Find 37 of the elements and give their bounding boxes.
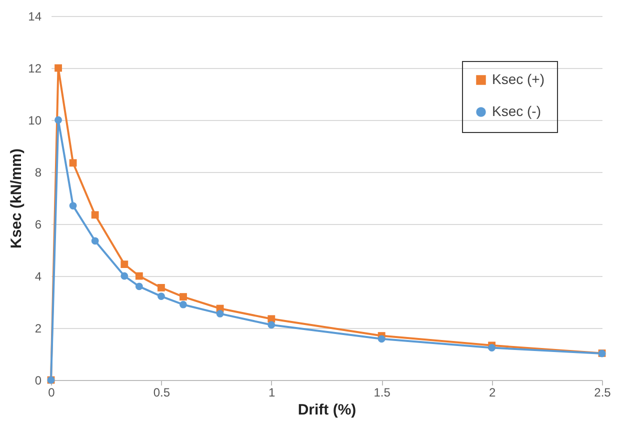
point <box>268 321 276 329</box>
point <box>54 116 62 124</box>
point <box>157 284 165 292</box>
point <box>54 64 62 72</box>
x-axis-title: Drift (%) <box>298 402 356 418</box>
point <box>135 272 143 280</box>
x-tick-label: 2 <box>488 386 496 400</box>
y-tick-label: 8 <box>34 166 42 180</box>
point <box>488 344 496 352</box>
point <box>135 282 143 290</box>
y-tick-label: 10 <box>28 114 42 128</box>
point <box>120 260 128 268</box>
point <box>91 211 99 219</box>
point <box>378 335 386 343</box>
point <box>216 310 224 318</box>
point <box>157 292 165 300</box>
point <box>180 300 187 308</box>
legend-label: Ksec (-) <box>492 103 541 119</box>
point <box>91 237 99 245</box>
y-tick-label: 14 <box>28 10 42 24</box>
legend-label: Ksec (+) <box>492 71 545 87</box>
x-tick-label: 1.5 <box>374 386 391 400</box>
x-tick-label: 2.5 <box>594 386 612 400</box>
x-tick-label: 0 <box>48 386 56 400</box>
y-tick-label: 6 <box>34 218 42 232</box>
point <box>120 272 128 280</box>
y-tick-label: 12 <box>28 62 42 76</box>
x-tick-label: 0.5 <box>153 386 170 400</box>
y-axis-title: Ksec (kN/mm) <box>8 148 26 249</box>
x-tick-label: 1 <box>268 386 276 400</box>
point <box>268 315 276 323</box>
point <box>180 293 187 301</box>
y-tick-label: 0 <box>34 374 42 388</box>
point <box>69 159 77 167</box>
y-tick-label: 2 <box>34 322 42 336</box>
point <box>69 202 77 210</box>
y-tick-label: 4 <box>34 270 42 284</box>
